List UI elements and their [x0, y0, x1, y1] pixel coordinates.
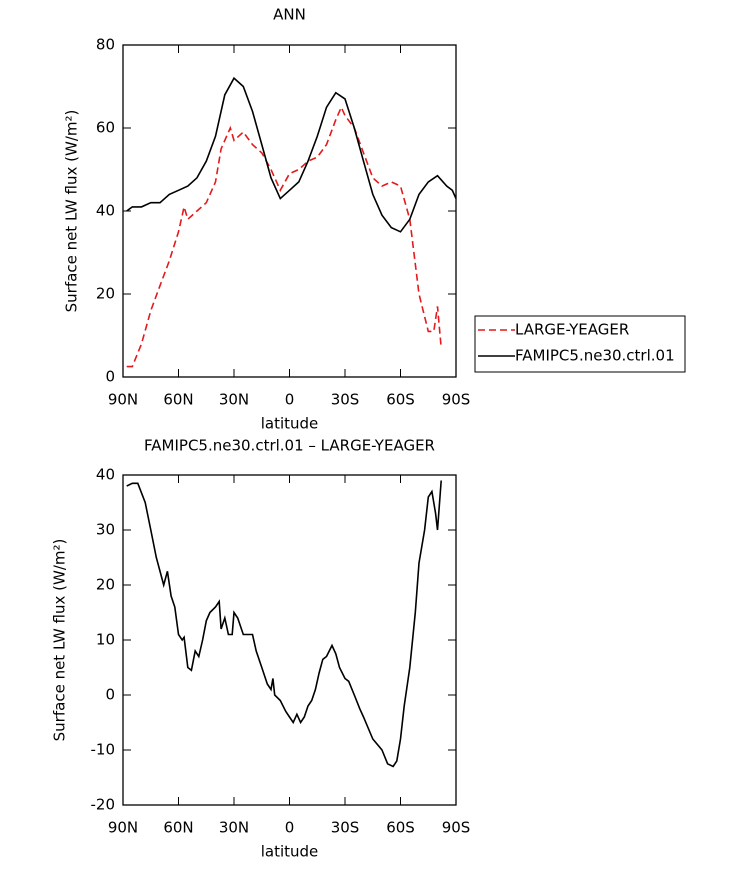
chart-title: ANN — [273, 6, 306, 24]
plot-frame — [122, 474, 457, 806]
y-tick-label: 80 — [96, 36, 115, 54]
y-tick-label: 20 — [96, 285, 115, 303]
y-axis-label: Surface net LW flux (W/m²) — [51, 539, 69, 742]
y-tick-label: 20 — [96, 576, 115, 594]
y-tick-label: 40 — [96, 466, 115, 484]
x-axis-label: latitude — [261, 415, 319, 433]
x-tick-label: 90S — [442, 391, 471, 409]
x-tick-label: 60N — [163, 819, 193, 837]
y-tick-label: 30 — [96, 521, 115, 539]
x-tick-label: 90N — [108, 391, 138, 409]
x-tick-label: 90S — [442, 819, 471, 837]
x-axis-label: latitude — [261, 843, 319, 861]
y-tick-label: -20 — [91, 796, 116, 814]
x-tick-label: 0 — [285, 819, 295, 837]
y-tick-label: -10 — [91, 741, 116, 759]
y-tick-label: 60 — [96, 119, 115, 137]
x-tick-label: 60S — [386, 391, 415, 409]
plot-frame — [122, 44, 457, 378]
legend-label: FAMIPC5.ne30.ctrl.01 — [515, 347, 675, 365]
y-tick-label: 0 — [105, 368, 115, 386]
y-axis-label: Surface net LW flux (W/m²) — [63, 110, 81, 313]
x-tick-label: 60N — [163, 391, 193, 409]
y-tick-label: 0 — [105, 686, 115, 704]
legend-box — [474, 315, 686, 373]
x-tick-label: 30S — [331, 391, 360, 409]
x-tick-label: 60S — [386, 819, 415, 837]
data-line — [126, 480, 442, 768]
chart-title: FAMIPC5.ne30.ctrl.01 – LARGE-YEAGER — [144, 437, 435, 455]
legend-label: LARGE-YEAGER — [515, 321, 629, 339]
x-tick-label: 0 — [285, 391, 295, 409]
x-tick-label: 30N — [219, 391, 249, 409]
x-tick-label: 30S — [331, 819, 360, 837]
x-tick-label: 30N — [219, 819, 249, 837]
y-tick-label: 40 — [96, 202, 115, 220]
x-tick-label: 90N — [108, 819, 138, 837]
data-line — [126, 76, 457, 233]
data-line — [126, 105, 442, 368]
y-tick-label: 10 — [96, 631, 115, 649]
